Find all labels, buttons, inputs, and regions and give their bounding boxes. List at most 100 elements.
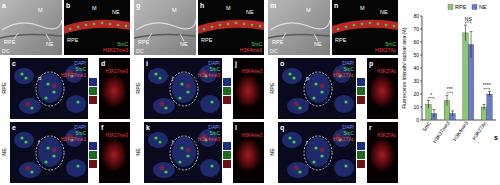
single-image xyxy=(233,122,264,183)
region-label: M xyxy=(226,5,231,11)
region-label: RPE xyxy=(272,39,284,45)
nucleus xyxy=(306,73,330,103)
arrow xyxy=(282,33,286,39)
spot xyxy=(186,90,189,93)
panel-label: k xyxy=(146,124,150,131)
region-label: M xyxy=(172,7,177,13)
spot xyxy=(76,164,79,167)
arrow xyxy=(180,34,184,41)
spot xyxy=(30,170,33,173)
fluor-band xyxy=(332,20,398,34)
inset xyxy=(89,78,97,86)
spot xyxy=(292,140,295,143)
nucleus xyxy=(66,159,86,177)
bars xyxy=(426,25,493,120)
fluor-image xyxy=(198,0,264,55)
inset xyxy=(89,142,97,150)
spot xyxy=(178,160,181,163)
signal xyxy=(370,75,394,107)
dic-image xyxy=(134,0,196,55)
panel-label: f xyxy=(101,124,104,131)
channel-label: H3K27me3 xyxy=(103,47,128,53)
fluor-spot xyxy=(243,23,246,26)
legend-label: NE xyxy=(479,4,487,10)
sig-bracket xyxy=(484,88,490,90)
inset xyxy=(357,151,365,159)
spot xyxy=(46,82,49,85)
significance: NS xyxy=(465,16,473,22)
fluor-spot xyxy=(337,28,340,31)
bar xyxy=(463,33,469,120)
fluor-spot xyxy=(369,22,372,25)
region-label: NE xyxy=(46,41,54,47)
spot xyxy=(52,84,57,89)
fluor-spot xyxy=(125,25,128,28)
panel-label: r xyxy=(369,124,372,131)
spot xyxy=(320,84,325,89)
spot xyxy=(320,90,323,93)
zoom-label: f xyxy=(38,139,40,145)
y-tick xyxy=(420,42,422,43)
channel-label: H3K27me3 xyxy=(61,72,86,78)
region-label: RPE xyxy=(4,39,16,45)
region-label: M xyxy=(306,7,311,13)
y-tick-label: 60 xyxy=(413,39,419,45)
fluor-spot xyxy=(101,22,104,25)
panel-label: a xyxy=(2,2,6,9)
row-label: RPE xyxy=(135,82,141,94)
legend-swatch xyxy=(472,5,477,10)
single-image xyxy=(99,58,130,119)
single-image xyxy=(233,58,264,119)
region-label: NE xyxy=(180,41,188,47)
region-label: RPE xyxy=(201,37,213,43)
spot xyxy=(314,82,317,85)
merge-image xyxy=(10,58,88,119)
region-label: M xyxy=(38,7,43,13)
spot xyxy=(178,96,181,99)
error-bar xyxy=(445,95,448,105)
region-label: RPE xyxy=(335,37,347,43)
nucleus xyxy=(200,159,220,177)
zoom-label: j xyxy=(171,75,173,81)
fluor-spot xyxy=(377,23,380,26)
spot xyxy=(26,166,31,171)
spot xyxy=(180,146,183,149)
arrow xyxy=(148,33,152,39)
panel-label: g xyxy=(136,2,140,10)
nucleus xyxy=(334,95,354,113)
panel-label: h xyxy=(200,2,204,9)
fluor-spot xyxy=(85,24,88,27)
zoom-outline xyxy=(36,136,64,170)
zoom-label: r xyxy=(306,139,308,145)
fluor-spot xyxy=(109,23,112,26)
row-label: RPE xyxy=(1,82,7,94)
inset xyxy=(223,87,231,95)
merge-image xyxy=(10,122,88,183)
zoom-outline xyxy=(304,136,332,170)
legend-swatch xyxy=(448,5,453,10)
spot xyxy=(320,148,325,153)
spot xyxy=(26,102,31,107)
channel-label: H3K27Ac xyxy=(377,133,397,138)
spot xyxy=(314,146,317,149)
zoom-outline xyxy=(170,136,198,170)
region-label: RPE xyxy=(67,37,79,43)
figure-group: aMRPENEDICbMRPENE5mCH3K27me3RPEdcDAPI5mC… xyxy=(0,0,130,183)
chart: 01020304050607080Fluorescence Intensity/… xyxy=(402,4,498,144)
nucleus xyxy=(287,98,309,114)
panel-label: s xyxy=(494,134,498,141)
y-tick-label: 30 xyxy=(413,78,419,84)
panel-label: e xyxy=(12,124,16,131)
legend-label: RPE xyxy=(455,4,467,10)
fluor-spot xyxy=(93,23,96,26)
inset xyxy=(89,96,97,104)
y-tick xyxy=(420,120,422,121)
spot xyxy=(44,96,47,99)
inset xyxy=(357,78,365,86)
panel-label: b xyxy=(66,2,70,9)
signal xyxy=(102,75,126,107)
inset xyxy=(223,142,231,150)
inset xyxy=(89,87,97,95)
spot xyxy=(186,154,189,157)
fluor-spot xyxy=(361,23,364,26)
